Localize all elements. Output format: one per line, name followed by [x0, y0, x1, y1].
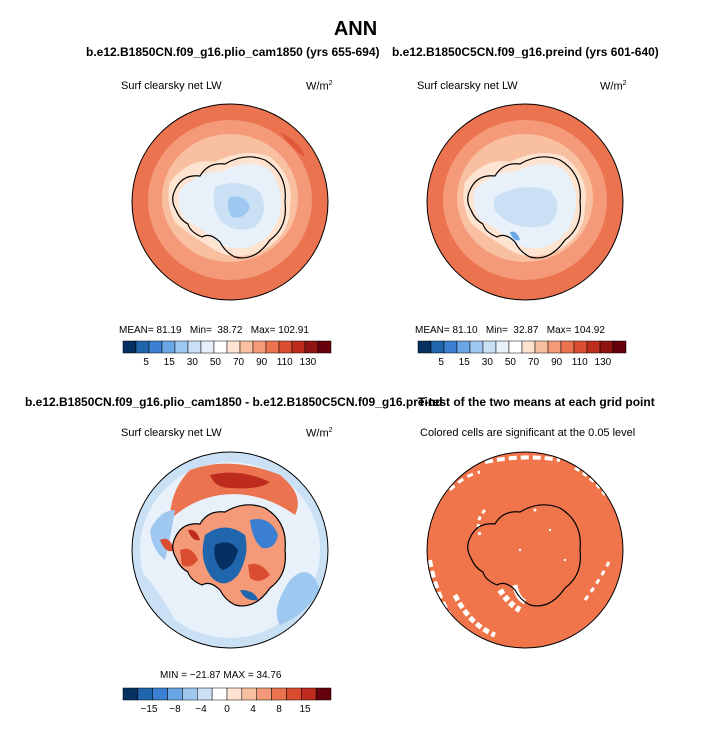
- colorbar-swatch: [547, 340, 562, 354]
- colorbar-tick-label: 5: [143, 357, 149, 368]
- variable-label-top-right: Surf clearsky net LW: [417, 80, 518, 92]
- colorbar-swatch: [469, 340, 484, 354]
- case-title-left: b.e12.B1850CN.f09_g16.plio_cam1850 (yrs …: [86, 45, 380, 59]
- colorbar-swatch: [315, 687, 332, 701]
- colorbar-swatch: [612, 340, 627, 354]
- colorbar-swatch: [599, 340, 614, 354]
- colorbar-swatch: [456, 340, 471, 354]
- colorbar-swatch: [271, 687, 287, 701]
- colorbar-tick-label: 90: [256, 357, 268, 368]
- colorbar-tick-label: 4: [250, 704, 256, 715]
- colorbar-tick-label: 70: [233, 357, 245, 368]
- colorbar-tick-label: 15: [164, 357, 176, 368]
- colorbar-tick-label: 130: [595, 357, 612, 368]
- colorbar-swatch: [256, 687, 272, 701]
- colorbar-swatch: [135, 340, 150, 354]
- colorbar-swatch: [301, 687, 317, 701]
- colorbar-swatch: [174, 340, 189, 354]
- colorbar-tick-label: −8: [169, 704, 181, 715]
- colorbar-swatch: [197, 687, 213, 701]
- map-top-left: [131, 103, 329, 301]
- stats-top-left: MEAN= 81.19 Min= 38.72 Max= 102.91: [119, 325, 309, 336]
- colorbar-swatch: [495, 340, 510, 354]
- map-top-right: [426, 103, 624, 301]
- colorbar-swatch: [508, 340, 523, 354]
- colorbar-swatch: [586, 340, 601, 354]
- colorbar-swatch: [443, 340, 458, 354]
- units-label-top-left: W/m2: [306, 80, 333, 93]
- colorbar-tick-label: 0: [224, 704, 230, 715]
- colorbar-tick-label: 15: [299, 704, 311, 715]
- page-title: ANN: [333, 18, 378, 40]
- colorbar-swatch: [239, 340, 254, 354]
- colorbar-tick-label: 8: [276, 704, 282, 715]
- map-ttest: [426, 451, 624, 649]
- colorbar-swatch: [167, 687, 183, 701]
- colorbar-swatch: [417, 340, 432, 354]
- colorbar-swatch: [521, 340, 536, 354]
- colorbar-swatch: [213, 340, 228, 354]
- colorbar-swatch: [182, 687, 198, 701]
- colorbar-swatch: [226, 687, 243, 701]
- colorbar-tick-label: 70: [528, 357, 540, 368]
- stats-difference: MIN = −21.87 MAX = 34.76: [160, 670, 282, 681]
- colorbar-swatch: [291, 340, 306, 354]
- colorbar-tick-label: 110: [572, 357, 588, 368]
- colorbar-swatch: [122, 687, 139, 701]
- colorbar-swatch: [187, 340, 202, 354]
- variable-label-bottom-left: Surf clearsky net LW: [121, 427, 222, 439]
- case-title-diff: b.e12.B1850CN.f09_g16.plio_cam1850 - b.e…: [25, 395, 443, 409]
- colorbar-tick-label: 50: [210, 357, 222, 368]
- colorbar-swatch: [430, 340, 445, 354]
- case-title-ttest: T-test of the two means at each grid poi…: [418, 395, 655, 409]
- colorbar-swatch: [534, 340, 549, 354]
- colorbar-swatch: [137, 687, 153, 701]
- colorbar-swatch: [152, 687, 168, 701]
- units-label-top-right: W/m2: [600, 80, 627, 93]
- colorbar-swatch: [560, 340, 575, 354]
- colorbar-tick-label: 90: [551, 357, 563, 368]
- stats-top-right: MEAN= 81.10 Min= 32.87 Max= 104.92: [415, 325, 605, 336]
- colorbar-swatch: [211, 687, 228, 701]
- colorbar-swatch: [161, 340, 176, 354]
- colorbar-tick-label: 5: [438, 357, 444, 368]
- colorbar-swatch: [200, 340, 215, 354]
- units-label-bottom-left: W/m2: [306, 427, 333, 440]
- colorbar-tick-label: 15: [459, 357, 471, 368]
- colorbar-difference: −15 −8 −4 0 4 8 15: [122, 687, 332, 715]
- colorbar-tick-label: 50: [505, 357, 517, 368]
- colorbar-top-right: 5 15 30 50 70 90 110 130: [417, 340, 627, 368]
- colorbar-tick-label: 110: [277, 357, 293, 368]
- ttest-subtitle: Colored cells are significant at the 0.0…: [420, 427, 636, 439]
- colorbar-swatch: [573, 340, 588, 354]
- colorbar-tick-label: 130: [300, 357, 317, 368]
- colorbar-swatch: [278, 340, 293, 354]
- colorbar-swatch: [241, 687, 257, 701]
- colorbar-swatch: [148, 340, 163, 354]
- colorbar-swatch: [252, 340, 267, 354]
- colorbar-top-left: 5 15 30 50 70 90 110 130: [122, 340, 332, 368]
- colorbar-swatch: [304, 340, 319, 354]
- colorbar-swatch: [265, 340, 280, 354]
- colorbar-swatch: [286, 687, 302, 701]
- map-difference: [131, 451, 329, 649]
- colorbar-swatch: [317, 340, 332, 354]
- colorbar-swatch: [482, 340, 497, 354]
- colorbar-swatch: [122, 340, 137, 354]
- colorbar-swatch: [226, 340, 241, 354]
- colorbar-tick-label: −15: [141, 704, 158, 715]
- colorbar-tick-label: 30: [482, 357, 494, 368]
- colorbar-tick-label: −4: [195, 704, 207, 715]
- colorbar-tick-label: 30: [187, 357, 199, 368]
- case-title-right: b.e12.B1850C5CN.f09_g16.preind (yrs 601-…: [392, 45, 659, 59]
- variable-label-top-left: Surf clearsky net LW: [121, 80, 222, 92]
